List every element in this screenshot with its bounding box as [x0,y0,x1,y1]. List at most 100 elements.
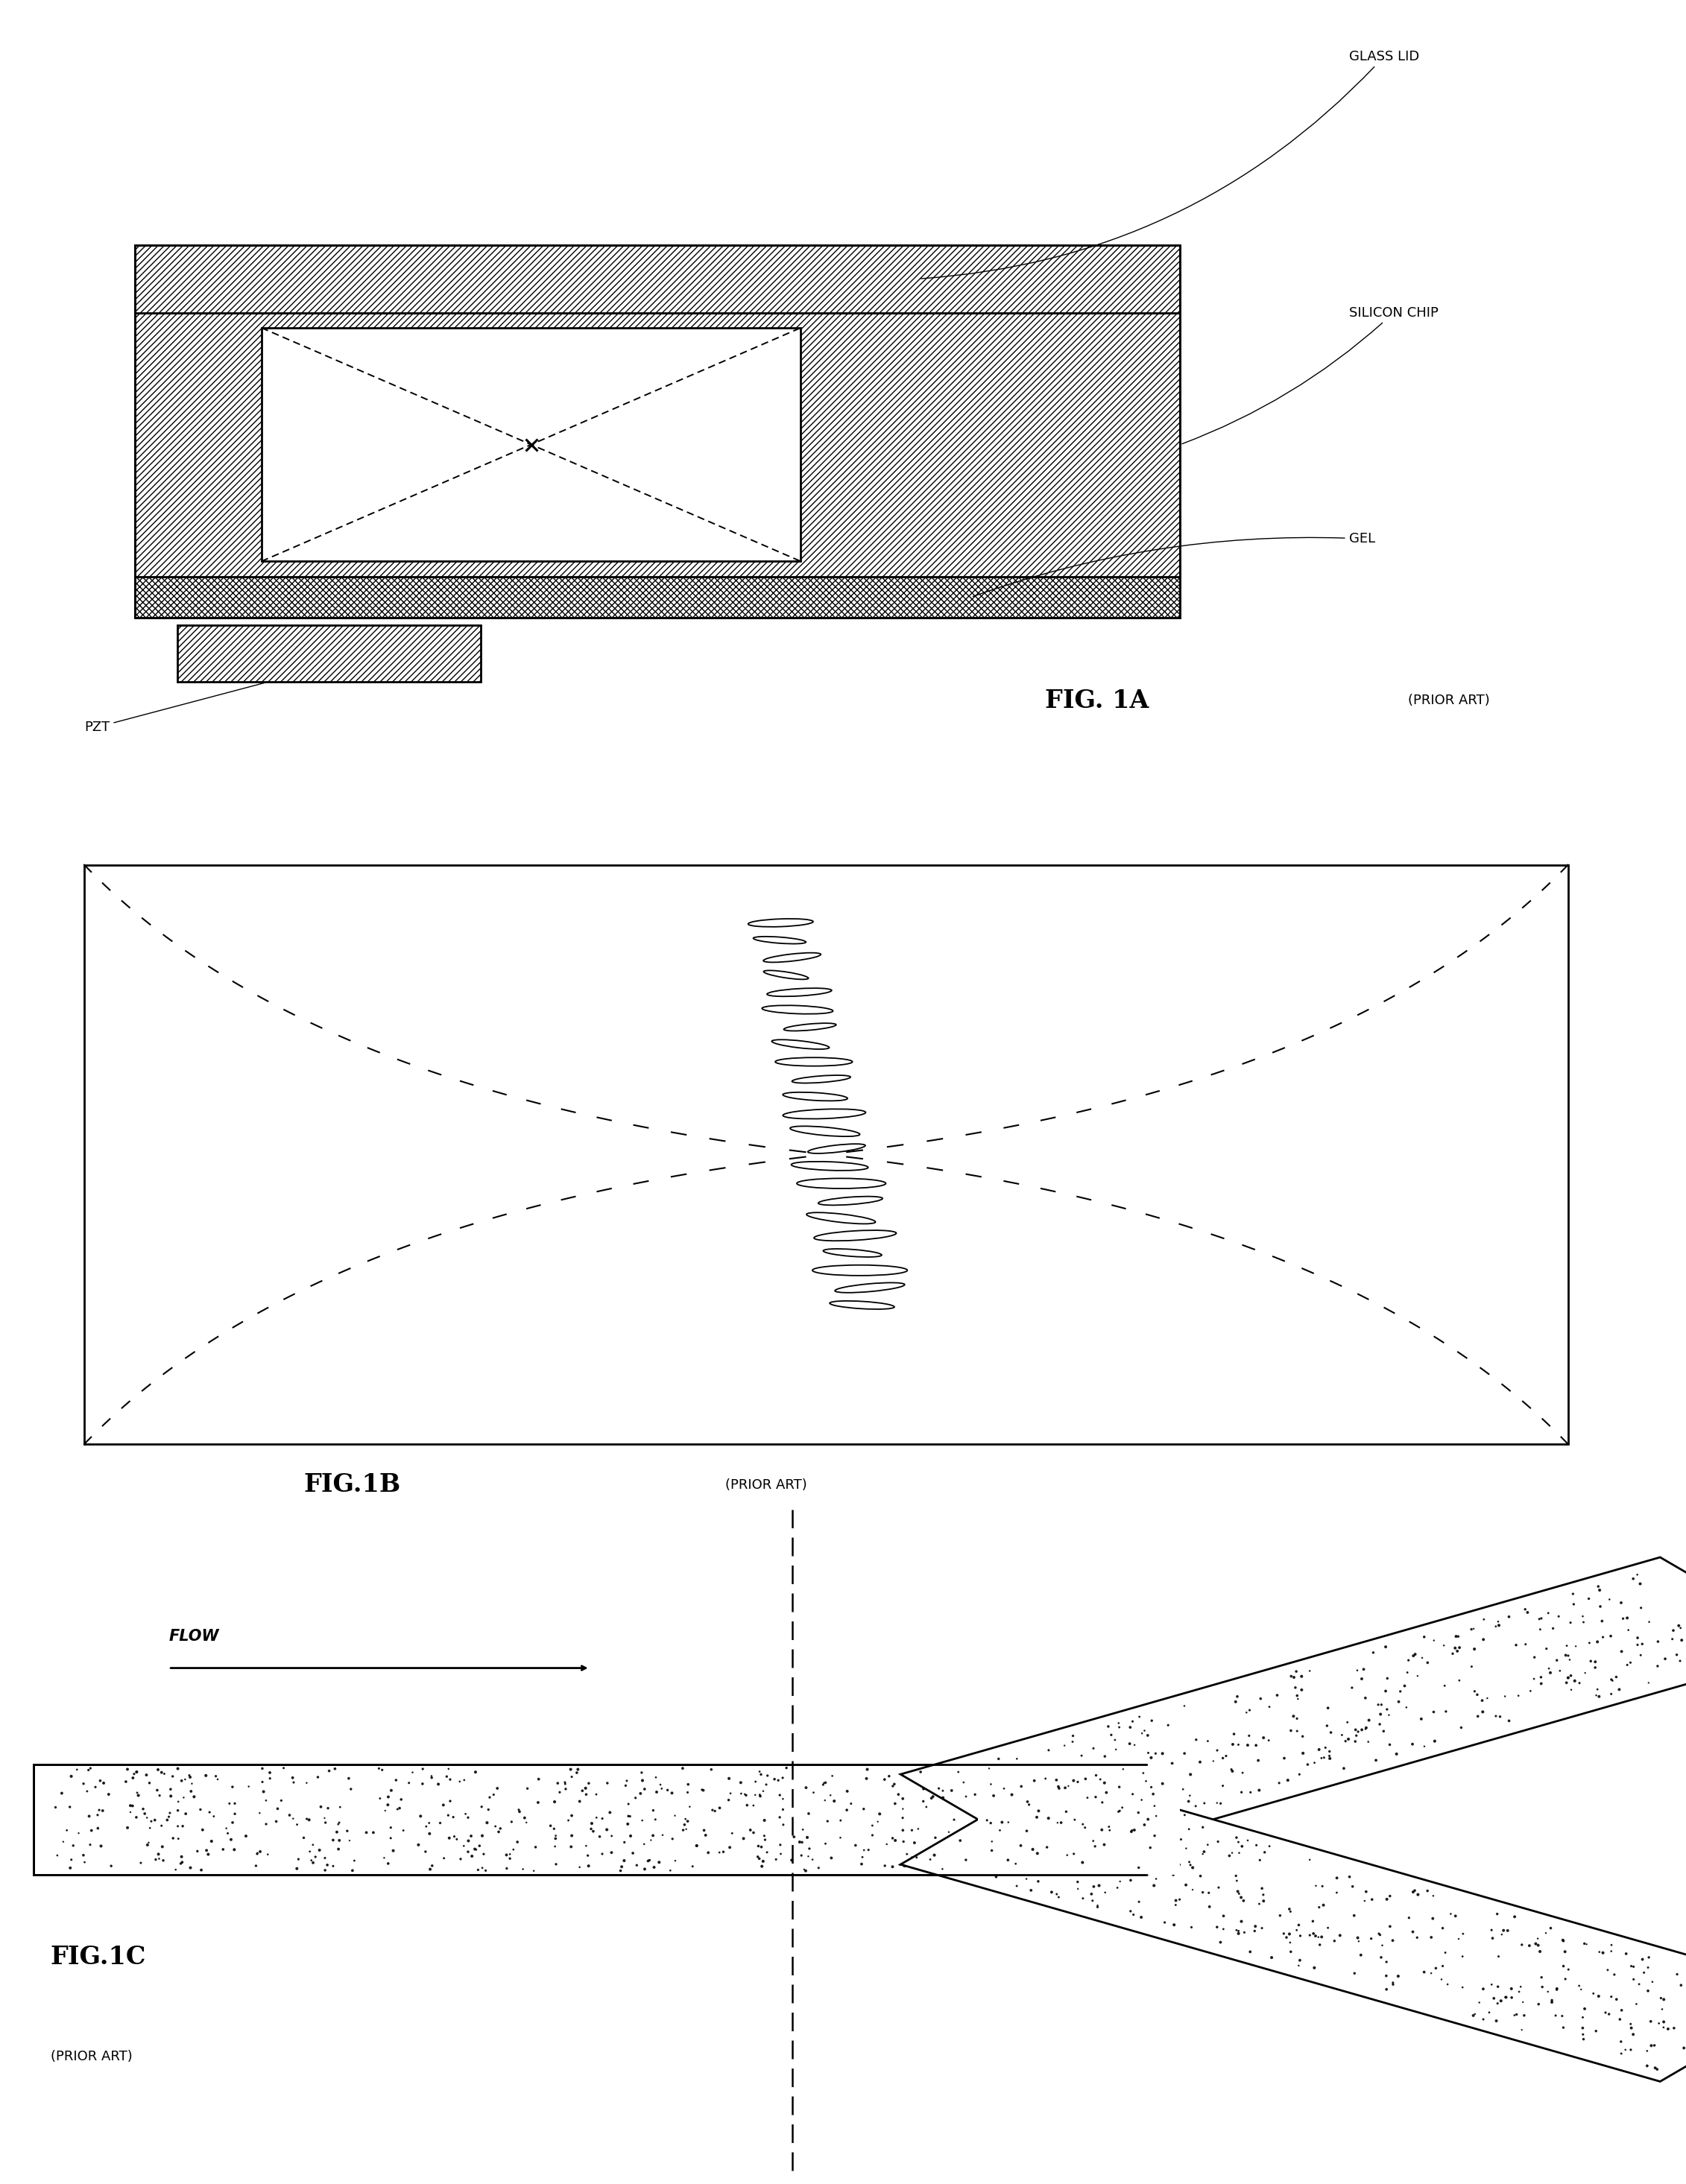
Point [1420,1623,1447,1658]
Point [813,1826,840,1861]
Point [1361,1636,1388,1671]
Point [268,1782,295,1817]
Point [459,1839,486,1874]
Point [1054,1837,1081,1872]
Point [1598,1677,1625,1712]
Point [1553,1664,1580,1699]
Point [1226,1913,1253,1948]
Point [125,1778,152,1813]
Point [558,1760,585,1795]
Point [1479,1968,1506,2003]
Point [1308,1870,1335,1904]
Point [469,1819,496,1854]
Point [1013,1813,1040,1848]
Point [961,1778,988,1813]
Point [1492,1679,1519,1714]
Point [155,1800,182,1835]
Point [1044,1762,1071,1797]
Point [416,1806,443,1841]
Point [366,1752,393,1787]
Point [430,1787,457,1821]
Point [1507,1970,1534,2005]
Point [1608,1634,1635,1669]
Point [658,1852,685,1887]
Point [1511,1998,1538,2033]
Point [1571,1655,1598,1690]
Point [1091,1765,1118,1800]
Point [556,1752,583,1787]
Ellipse shape [767,987,831,996]
Point [717,1830,744,1865]
Point [457,1819,484,1854]
Point [941,1802,968,1837]
Point [1615,1612,1642,1647]
Point [1086,1867,1113,1902]
Point [1317,1734,1344,1769]
Point [157,1795,184,1830]
Point [217,1821,244,1856]
Point [462,1832,489,1867]
Point [850,1791,877,1826]
Point [325,1806,352,1841]
Point [882,1787,909,1821]
Point [1401,1636,1428,1671]
Point [384,1791,411,1826]
Point [1222,1819,1249,1854]
Point [1629,1942,1656,1977]
Point [599,1835,626,1870]
Point [1285,1907,1312,1942]
Point [973,1802,1000,1837]
Point [336,1760,362,1795]
Point [1497,1972,1524,2007]
Point [1308,1741,1335,1776]
Point [1069,1806,1096,1841]
Point [1067,1738,1094,1773]
Point [1055,1769,1082,1804]
Point [86,1762,113,1797]
Point [148,1756,175,1791]
Point [1054,1752,1081,1787]
Bar [177,625,481,681]
Point [1608,1586,1635,1621]
Point [1278,1935,1305,1970]
Point [1620,1961,1647,1996]
Point [1175,1784,1202,1819]
Point [1044,1876,1071,1911]
Point [1195,1889,1222,1924]
Point [1089,1784,1116,1819]
Point [813,1765,840,1800]
Point [1598,1664,1625,1699]
Point [83,1769,110,1804]
Point [1273,1920,1300,1955]
Point [1222,1684,1249,1719]
Point [796,1830,823,1865]
Point [1394,1642,1421,1677]
Point [880,1769,907,1804]
Point [1549,1924,1576,1959]
Point [948,1824,975,1859]
Point [1091,1828,1118,1863]
Point [975,1749,1001,1784]
Point [481,1778,507,1813]
Point [1243,1909,1270,1944]
Point [1492,1981,1519,2016]
Point [786,1824,813,1859]
Point [187,1793,214,1828]
Point [121,1756,148,1791]
Point [312,1806,339,1841]
Point [555,1804,582,1839]
Point [588,1802,615,1837]
Point [1023,1778,1050,1813]
Point [352,1815,379,1850]
Point [765,1762,792,1797]
Point [1501,1900,1528,1935]
Point [573,1778,600,1813]
Point [867,1797,894,1832]
Point [1116,1710,1143,1745]
Point [1624,1987,1651,2022]
Point [411,1835,438,1870]
Point [588,1837,615,1872]
Point [1091,1821,1118,1856]
Point [1153,1828,1180,1863]
Point [1352,1679,1379,1714]
